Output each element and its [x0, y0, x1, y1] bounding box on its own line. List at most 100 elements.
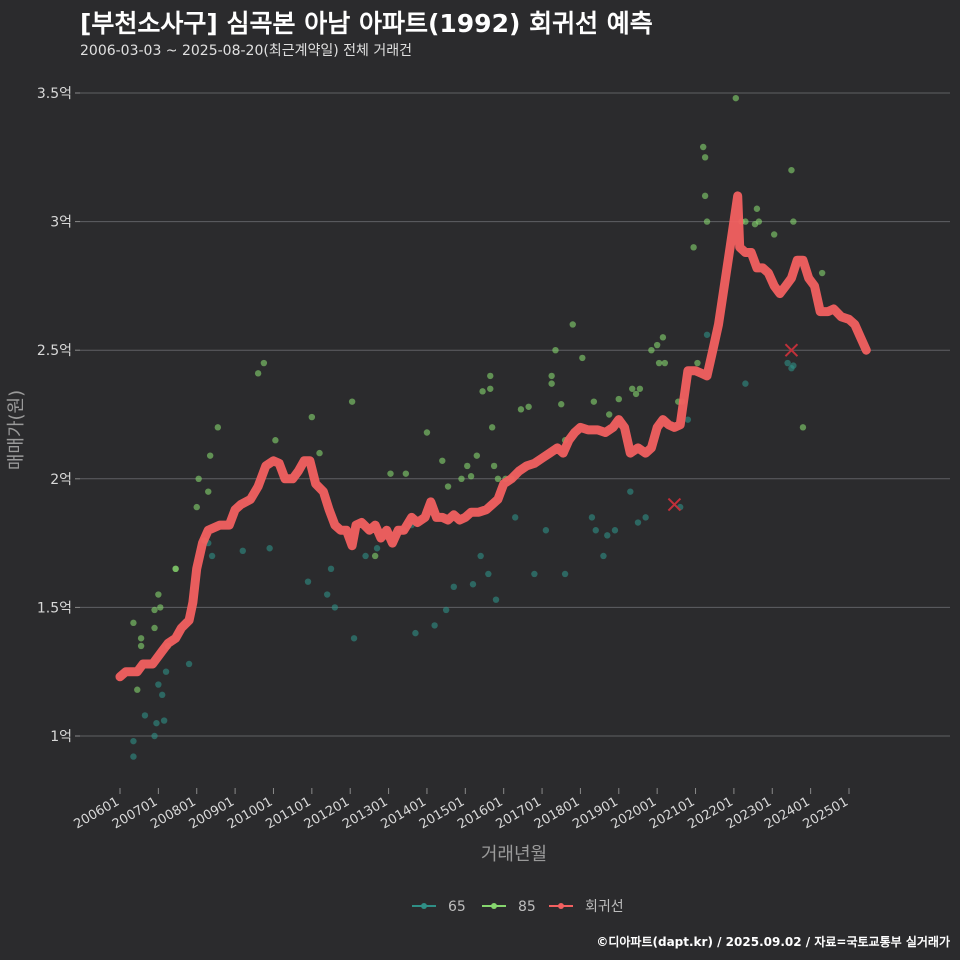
- point-65: [151, 732, 158, 740]
- point-65: [790, 362, 797, 369]
- point-85: [479, 388, 486, 395]
- point-65: [531, 570, 538, 578]
- point-65: [431, 622, 438, 629]
- point-85: [661, 359, 669, 367]
- point-85: [615, 395, 622, 403]
- point-85: [444, 483, 452, 490]
- point-85: [134, 686, 141, 693]
- point-65: [412, 629, 419, 637]
- point-85: [272, 437, 279, 444]
- point-85: [155, 591, 162, 598]
- point-85: [387, 470, 394, 477]
- point-85: [629, 385, 636, 392]
- point-65: [141, 712, 149, 719]
- point-85: [348, 398, 356, 405]
- prediction-marker: [667, 497, 682, 512]
- point-85: [308, 413, 316, 421]
- point-85: [488, 424, 496, 431]
- point-85: [494, 475, 502, 482]
- point-65: [703, 331, 711, 338]
- y-tick-label: 2.5억: [37, 343, 72, 359]
- regression-line: [115, 191, 871, 682]
- point-85: [130, 619, 137, 627]
- point-65: [600, 552, 607, 560]
- point-65: [208, 552, 216, 560]
- point-65: [604, 532, 611, 539]
- point-85: [636, 385, 644, 392]
- point-85: [205, 488, 212, 495]
- point-85: [788, 166, 795, 174]
- point-85: [157, 604, 164, 611]
- legend-swatch-dot: [558, 903, 564, 909]
- legend-label: 회귀선: [585, 899, 624, 915]
- point-65: [588, 514, 596, 521]
- point-65: [485, 570, 492, 578]
- point-85: [648, 347, 655, 354]
- point-85: [605, 411, 613, 418]
- point-85: [799, 424, 807, 431]
- marker-stroke: [667, 497, 682, 512]
- point-65: [304, 578, 312, 585]
- point-85: [525, 403, 532, 410]
- point-85: [137, 642, 145, 650]
- point-85: [700, 143, 707, 151]
- point-85: [694, 359, 701, 367]
- point-65: [350, 635, 358, 642]
- point-65: [327, 565, 335, 573]
- point-85: [818, 269, 826, 277]
- point-85: [206, 452, 214, 459]
- point-85: [579, 354, 586, 362]
- point-85: [755, 218, 763, 225]
- point-85: [517, 406, 525, 413]
- point-65: [130, 737, 137, 745]
- point-65: [542, 527, 550, 534]
- point-85: [423, 429, 431, 436]
- point-85: [316, 449, 323, 457]
- chart-subtitle: 2006-03-03 ~ 2025-08-20(최근계약일) 전체 거래건: [80, 43, 412, 59]
- point-85: [703, 218, 711, 225]
- point-85: [552, 347, 559, 354]
- y-tick-label: 1억: [50, 729, 72, 745]
- point-65: [634, 519, 642, 526]
- point-65: [492, 596, 500, 603]
- point-85: [137, 635, 145, 642]
- point-85: [214, 424, 222, 431]
- point-85: [655, 359, 663, 367]
- legend-swatch-dot: [491, 903, 497, 909]
- marker-stroke: [784, 343, 799, 357]
- point-85: [467, 473, 475, 480]
- point-65: [469, 581, 477, 588]
- point-85: [632, 390, 640, 398]
- y-tick-label: 3억: [50, 215, 72, 231]
- point-65: [331, 604, 339, 611]
- point-85: [254, 370, 262, 377]
- point-85: [770, 231, 778, 238]
- point-65: [592, 527, 599, 534]
- point-85: [742, 218, 749, 225]
- point-65: [362, 552, 369, 560]
- point-85: [439, 457, 446, 464]
- point-65: [373, 545, 381, 552]
- point-85: [487, 385, 494, 392]
- point-85: [548, 380, 555, 387]
- y-tick-label: 1.5억: [37, 600, 72, 616]
- point-85: [753, 205, 761, 212]
- legend-label: 65: [448, 899, 466, 915]
- legend-item-회귀선: 회귀선: [549, 899, 624, 915]
- point-65: [450, 583, 458, 591]
- point-85: [151, 624, 158, 632]
- point-85: [464, 462, 471, 470]
- legend-item-85: 85: [482, 899, 536, 915]
- x-axis-title: 거래년월: [481, 844, 547, 865]
- point-65: [266, 545, 273, 552]
- series-85: [130, 94, 826, 693]
- point-85: [548, 372, 555, 380]
- series-65: [130, 331, 797, 760]
- point-65: [477, 552, 484, 560]
- point-85: [569, 321, 576, 328]
- point-85: [790, 218, 797, 225]
- point-65: [159, 691, 166, 699]
- point-65: [185, 660, 193, 668]
- chart-title: [부천소사구] 심곡본 아남 아파트(1992) 회귀선 예측: [80, 9, 653, 38]
